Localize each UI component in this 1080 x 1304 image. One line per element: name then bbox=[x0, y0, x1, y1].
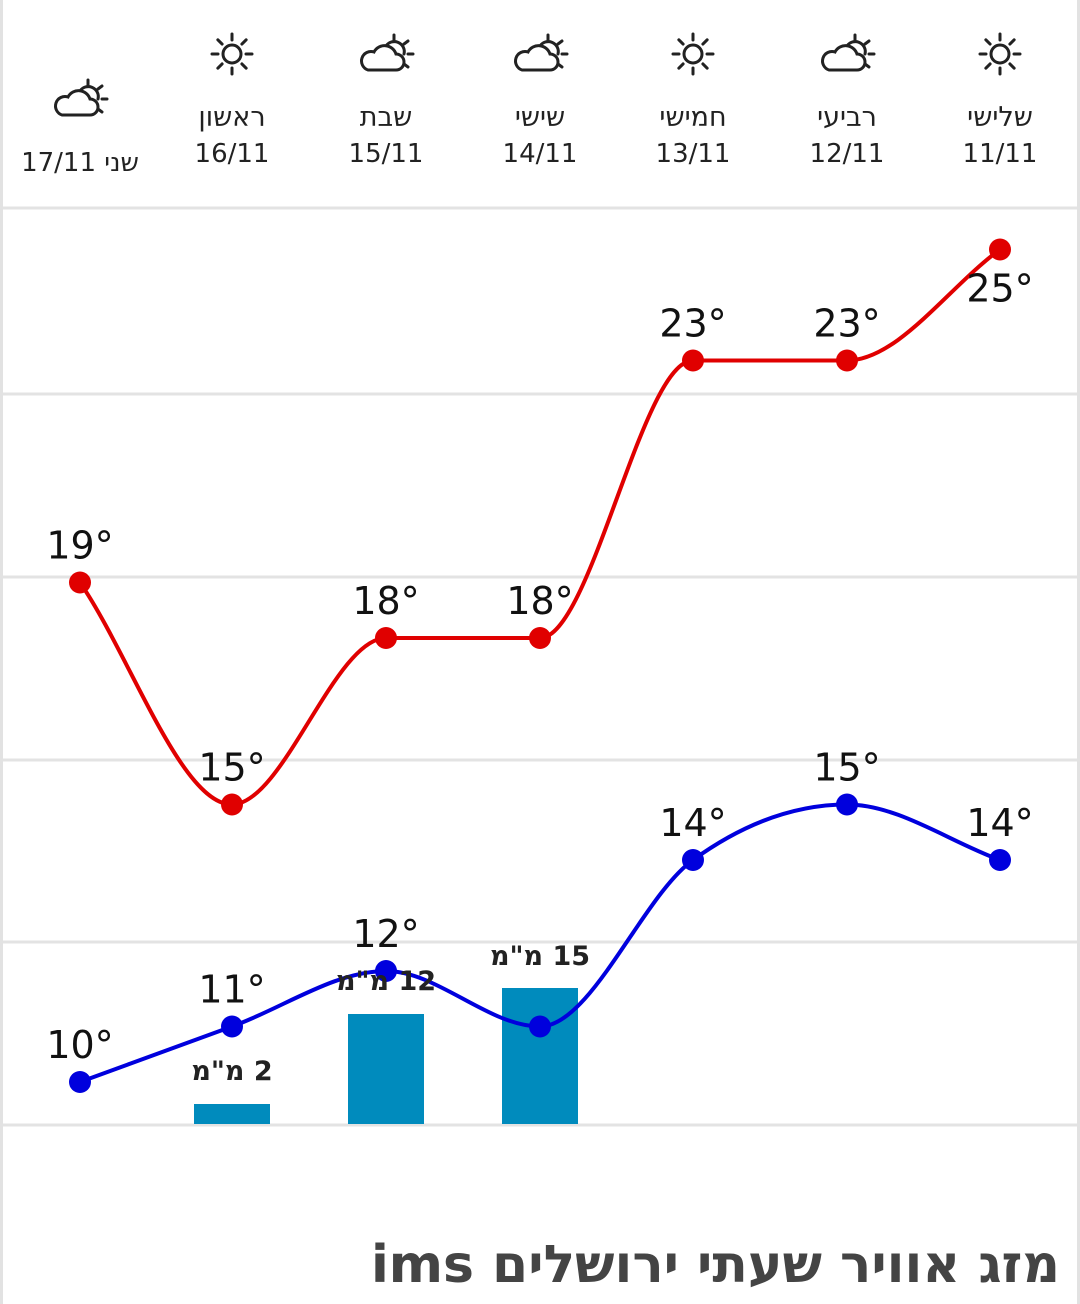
footer-title: מזג אוויר שעתי ירושלים ims bbox=[370, 1235, 1060, 1295]
rain-label: 2 מ"מ bbox=[191, 1056, 272, 1087]
high-temp-label: 18° bbox=[352, 579, 419, 623]
day-date: 16/11 bbox=[194, 139, 270, 169]
day-header: שלישי 11/11 bbox=[925, 30, 1075, 190]
low-temp-point bbox=[375, 960, 397, 982]
rain-label: 15 מ"מ bbox=[490, 941, 590, 972]
high-temp-label: 15° bbox=[198, 746, 265, 790]
day-name: שישי bbox=[514, 102, 566, 133]
low-temp-label: 15° bbox=[813, 746, 880, 790]
low-temp-label: 12° bbox=[352, 912, 419, 956]
low-temp-label: 10° bbox=[46, 1023, 113, 1067]
high-temp-point bbox=[989, 238, 1011, 261]
day-header: חמישי 13/11 bbox=[618, 30, 768, 190]
day-name: רביעי bbox=[817, 102, 877, 133]
day-date: 12/11 bbox=[809, 139, 885, 169]
sun-icon bbox=[157, 30, 307, 100]
high-temp-label: 18° bbox=[506, 579, 573, 623]
low-temp-label: 11° bbox=[198, 968, 265, 1012]
low-temp-point bbox=[221, 1015, 243, 1038]
high-temp-point bbox=[529, 627, 551, 649]
rain-bar bbox=[502, 988, 578, 1124]
low-temp-label: 14° bbox=[966, 801, 1033, 845]
rain-bar bbox=[348, 1014, 424, 1124]
low-temp-point bbox=[989, 849, 1011, 871]
partly-cloudy-icon bbox=[5, 75, 155, 145]
day-name: ראשון bbox=[198, 102, 266, 133]
low-temp-label: 14° bbox=[659, 801, 726, 845]
sun-icon bbox=[618, 30, 768, 100]
partly-cloudy-icon bbox=[465, 30, 615, 100]
day-header: רביעי 12/11 bbox=[772, 30, 922, 190]
day-name: חמישי bbox=[659, 102, 727, 133]
day-date: 14/11 bbox=[502, 139, 578, 169]
rain-bar bbox=[194, 1104, 270, 1124]
sun-icon bbox=[925, 30, 1075, 100]
low-temp-point bbox=[69, 1071, 91, 1093]
day-name: שבת bbox=[359, 102, 413, 133]
high-temp-label: 19° bbox=[46, 524, 113, 568]
partly-cloudy-icon bbox=[311, 30, 461, 100]
high-temp-label: 23° bbox=[659, 302, 726, 346]
day-header: שבת 15/11 bbox=[311, 30, 461, 190]
day-date: 13/11 bbox=[655, 139, 731, 169]
high-temp-label: 23° bbox=[813, 302, 880, 346]
high-temp-point bbox=[221, 793, 243, 816]
low-temp-point bbox=[682, 849, 704, 871]
high-temp-point bbox=[69, 571, 91, 594]
frame-right-border bbox=[1077, 0, 1080, 1304]
high-temp-point bbox=[682, 349, 704, 372]
high-temp-label: 25° bbox=[966, 267, 1033, 311]
day-date: 11/11 bbox=[962, 139, 1038, 169]
day-date: 15/11 bbox=[348, 139, 424, 169]
rain-label: 12 מ"מ bbox=[336, 966, 436, 997]
day-header: ראשון 16/11 bbox=[157, 30, 307, 190]
frame-left-border bbox=[0, 0, 3, 1304]
day-header: 17/11 שני bbox=[5, 75, 155, 235]
high-temp-point bbox=[836, 349, 858, 372]
day-name: שלישי bbox=[967, 102, 1033, 133]
low-temp-point bbox=[836, 793, 858, 816]
partly-cloudy-icon bbox=[772, 30, 922, 100]
low-temp-point bbox=[529, 1015, 551, 1038]
day-label: 17/11 שני bbox=[21, 148, 139, 178]
high-temp-point bbox=[375, 627, 397, 649]
day-header: שישי 14/11 bbox=[465, 30, 615, 190]
